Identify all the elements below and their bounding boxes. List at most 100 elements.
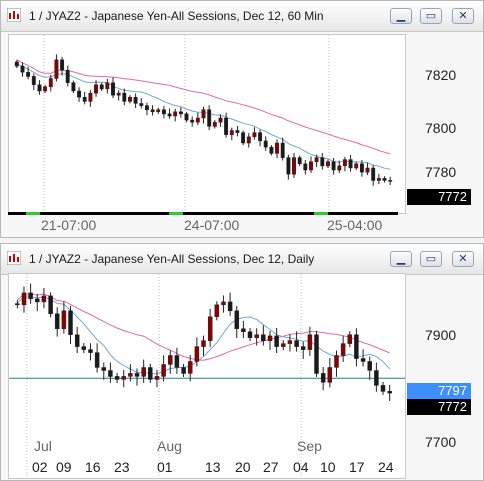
price-plot-daily[interactable] (8, 273, 406, 479)
candle (347, 334, 353, 344)
window-title: 1 / JYAZ2 - Japanese Yen-All Sessions, D… (29, 9, 324, 23)
candle (292, 157, 296, 175)
x-label-25-0400: 25-04:00 (327, 217, 383, 233)
candle (303, 163, 308, 171)
candle (68, 310, 73, 335)
last-price-tag: 7772 (407, 399, 471, 415)
candle (294, 340, 299, 347)
candle (331, 161, 336, 171)
hline-price-tag: 7797 (407, 383, 471, 399)
candle (227, 301, 233, 312)
candle (154, 376, 160, 380)
candle (128, 96, 132, 102)
candle (201, 109, 206, 119)
candle (61, 310, 67, 329)
candle (280, 142, 285, 158)
title-bar[interactable]: 1 / JYAZ2 - Japanese Yen-All Sessions, D… (1, 1, 483, 32)
candle (108, 370, 113, 377)
day-label: 09 (56, 459, 72, 475)
candle (15, 303, 20, 306)
candle (195, 117, 200, 123)
candle (320, 157, 325, 167)
x-label-21-0700: 21-07:00 (41, 217, 97, 233)
candle (371, 167, 376, 181)
candle (252, 132, 257, 138)
candle (300, 346, 306, 350)
restore-button[interactable]: ▭ (420, 8, 442, 24)
candle (354, 334, 359, 359)
candle (94, 84, 98, 94)
candle (327, 367, 333, 383)
candle (258, 132, 263, 142)
candle (94, 352, 100, 368)
candle (54, 59, 59, 79)
candle (74, 334, 80, 347)
candle (35, 298, 40, 303)
candle (354, 163, 359, 169)
y-label-7900: 7900 (425, 327, 457, 343)
candle (48, 78, 53, 88)
candle (82, 96, 87, 102)
candle (31, 76, 36, 85)
day-label: 23 (114, 459, 130, 475)
candle (20, 65, 25, 73)
candle (190, 119, 195, 123)
candle (43, 86, 48, 92)
month-label-aug: Aug (157, 438, 182, 454)
candle (374, 370, 379, 386)
candle (194, 346, 200, 362)
day-label: 10 (320, 459, 336, 475)
candle (114, 376, 120, 380)
candle (261, 334, 266, 341)
day-label: 04 (293, 459, 309, 475)
candle (207, 316, 213, 341)
chart-app-icon (7, 8, 21, 22)
y-label-7780: 7780 (425, 164, 457, 180)
candle (121, 376, 126, 380)
candle (348, 159, 353, 169)
candle (274, 335, 279, 347)
candle (314, 334, 319, 374)
candle (187, 361, 193, 374)
candle (88, 92, 93, 102)
candles-daily (9, 274, 405, 478)
title-bar[interactable]: 1 / JYAZ2 - Japanese Yen-All Sessions, D… (1, 244, 483, 275)
candle (340, 343, 346, 356)
candle (174, 355, 180, 368)
y-label-7820: 7820 (425, 67, 457, 83)
candle (269, 146, 274, 154)
candle (41, 295, 47, 303)
day-label: 17 (349, 459, 365, 475)
candle (65, 69, 70, 83)
candle (122, 92, 127, 102)
candle (134, 373, 140, 377)
month-label-sep: Sep (297, 438, 322, 454)
candles-60min (14, 35, 393, 213)
price-plot-60min[interactable] (8, 34, 406, 214)
slow-moving-average (16, 59, 391, 155)
candle (212, 121, 217, 127)
candle (148, 367, 153, 380)
minimize-button[interactable]: ▁ (390, 251, 412, 267)
candle (254, 334, 259, 338)
restore-button[interactable]: ▭ (420, 251, 442, 267)
candle (214, 304, 220, 317)
candle (156, 109, 161, 113)
candle (307, 334, 313, 350)
candle (99, 84, 104, 90)
candle (247, 331, 253, 338)
candle (111, 82, 115, 96)
close-button[interactable]: ✕ (452, 8, 474, 24)
fast-moving-average (16, 296, 391, 375)
candle (116, 92, 121, 96)
candle (359, 163, 364, 173)
candle (101, 367, 107, 371)
candle (235, 130, 240, 133)
candle (314, 157, 319, 163)
candle (337, 165, 342, 171)
candle (71, 82, 76, 92)
minimize-button[interactable]: ▁ (390, 8, 412, 24)
slow-moving-average (16, 293, 390, 361)
close-button[interactable]: ✕ (452, 251, 474, 267)
candle (320, 373, 326, 383)
